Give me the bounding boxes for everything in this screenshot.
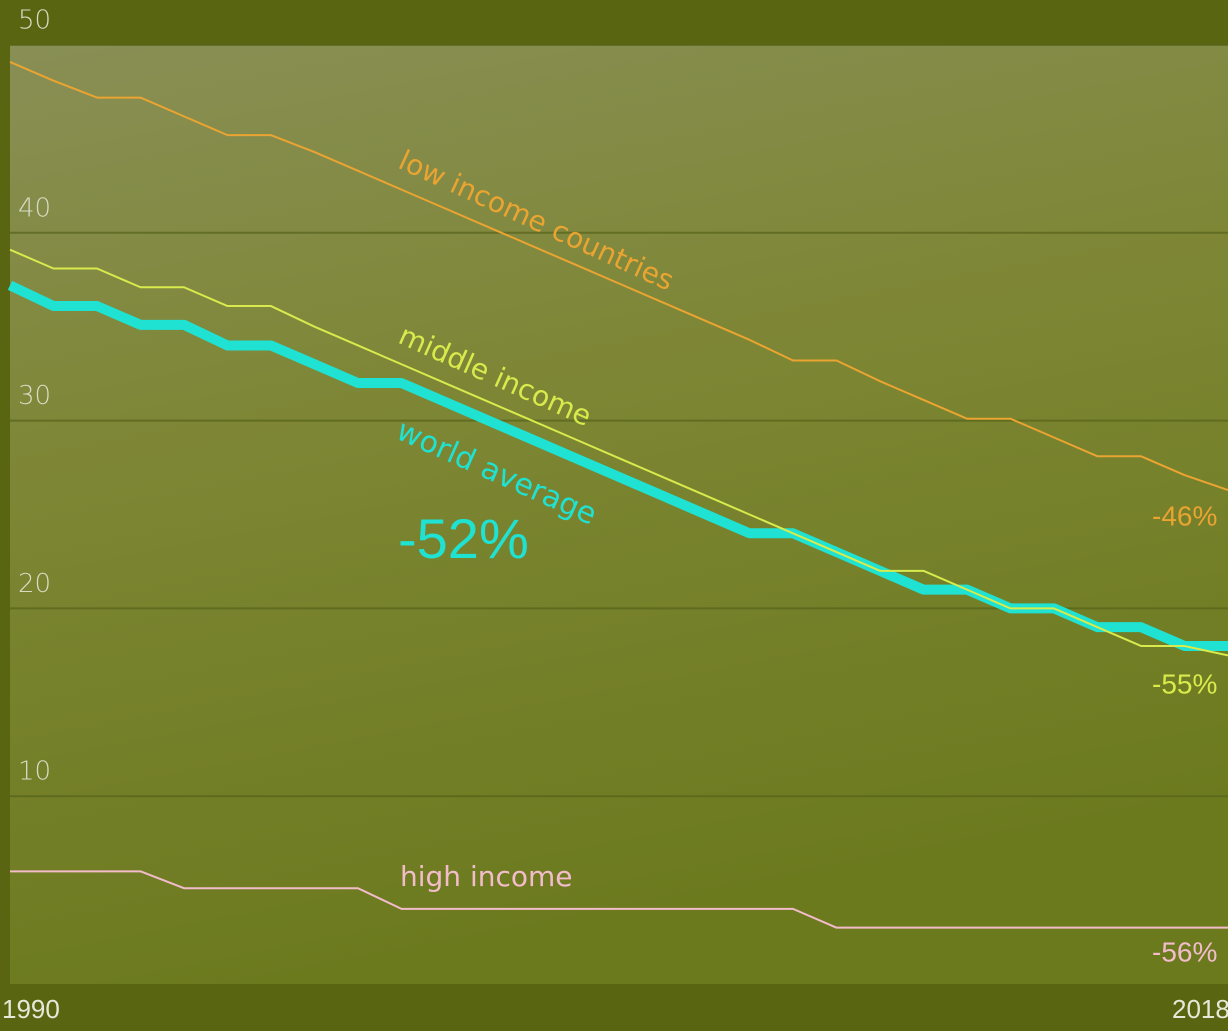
y-tick-label: 30 — [18, 381, 51, 411]
y-tick-label: 40 — [18, 193, 51, 223]
change-label: -46% — [1152, 500, 1217, 531]
change-label: -55% — [1152, 668, 1217, 699]
series-line — [9, 60, 1228, 492]
series-line — [9, 248, 1228, 657]
plot-area — [10, 45, 1228, 984]
y-tick-label: 50 — [18, 6, 51, 36]
change-label: -52% — [398, 507, 529, 570]
change-label: -56% — [1152, 936, 1217, 967]
x-tick-label: 1990 — [2, 994, 60, 1024]
x-tick-label: 2018 — [1172, 994, 1228, 1024]
y-tick-label: 10 — [18, 757, 51, 787]
series-line — [10, 870, 1228, 929]
y-tick-label: 20 — [18, 569, 51, 599]
series-label: high income — [400, 860, 573, 893]
